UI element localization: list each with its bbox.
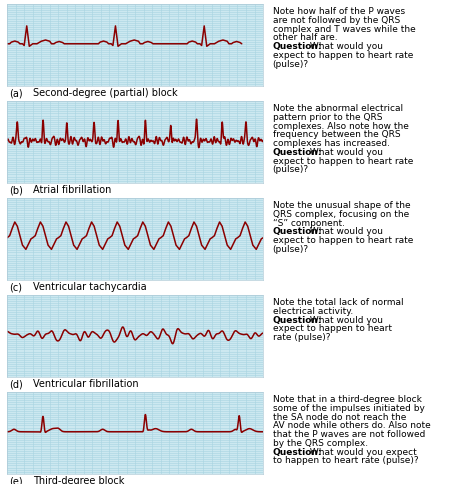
Text: What would you: What would you (307, 315, 383, 324)
Text: (d): (d) (9, 378, 23, 389)
Text: Question:: Question: (273, 148, 322, 157)
Text: complex and T waves while the: complex and T waves while the (273, 25, 415, 34)
Text: expect to happen to heart rate: expect to happen to heart rate (273, 236, 413, 245)
Text: pattern prior to the QRS: pattern prior to the QRS (273, 113, 382, 122)
Text: (pulse)?: (pulse)? (273, 244, 309, 254)
Text: complexes. Also note how the: complexes. Also note how the (273, 121, 409, 131)
Text: Question:: Question: (273, 42, 322, 51)
Text: other half are.: other half are. (273, 33, 337, 43)
Text: that the P waves are not followed: that the P waves are not followed (273, 429, 425, 439)
Text: AV node while others do. Also note: AV node while others do. Also note (273, 421, 430, 430)
Text: complexes has increased.: complexes has increased. (273, 139, 390, 148)
Text: What would you: What would you (307, 148, 383, 157)
Text: (c): (c) (9, 282, 22, 292)
Text: “S” component.: “S” component. (273, 218, 345, 227)
Text: frequency between the QRS: frequency between the QRS (273, 130, 400, 139)
Text: Ventricular fibrillation: Ventricular fibrillation (33, 378, 139, 389)
Text: expect to happen to heart: expect to happen to heart (273, 324, 392, 333)
Text: Ventricular tachycardia: Ventricular tachycardia (33, 282, 147, 292)
Text: Note the unusual shape of the: Note the unusual shape of the (273, 201, 410, 210)
Text: (a): (a) (9, 88, 23, 98)
Text: some of the impulses initiated by: some of the impulses initiated by (273, 403, 424, 412)
Text: Atrial fibrillation: Atrial fibrillation (33, 185, 111, 195)
Text: electrical activity.: electrical activity. (273, 306, 353, 316)
Text: Question:: Question: (273, 447, 322, 456)
Text: Second-degree (partial) block: Second-degree (partial) block (33, 88, 178, 98)
Text: (pulse)?: (pulse)? (273, 165, 309, 174)
Text: Note how half of the P waves: Note how half of the P waves (273, 7, 405, 16)
Text: (b): (b) (9, 185, 23, 195)
Text: Question:: Question: (273, 227, 322, 236)
Text: expect to happen to heart rate: expect to happen to heart rate (273, 156, 413, 166)
Text: Note the abnormal electrical: Note the abnormal electrical (273, 104, 403, 113)
Text: (e): (e) (9, 475, 23, 484)
Text: (pulse)?: (pulse)? (273, 60, 309, 69)
Text: Third-degree block: Third-degree block (33, 475, 125, 484)
Text: are not followed by the QRS: are not followed by the QRS (273, 16, 400, 25)
Text: the SA node do not reach the: the SA node do not reach the (273, 412, 406, 421)
Text: Note that in a third-degree block: Note that in a third-degree block (273, 394, 421, 404)
Text: expect to happen to heart rate: expect to happen to heart rate (273, 51, 413, 60)
Text: Note the total lack of normal: Note the total lack of normal (273, 298, 403, 307)
Text: Question:: Question: (273, 315, 322, 324)
Text: rate (pulse)?: rate (pulse)? (273, 333, 330, 342)
Text: What would you: What would you (307, 42, 383, 51)
Text: by the QRS complex.: by the QRS complex. (273, 438, 368, 447)
Text: What would you expect: What would you expect (307, 447, 417, 456)
Text: QRS complex, focusing on the: QRS complex, focusing on the (273, 210, 409, 219)
Text: to happen to heart rate (pulse)?: to happen to heart rate (pulse)? (273, 455, 418, 465)
Text: What would you: What would you (307, 227, 383, 236)
